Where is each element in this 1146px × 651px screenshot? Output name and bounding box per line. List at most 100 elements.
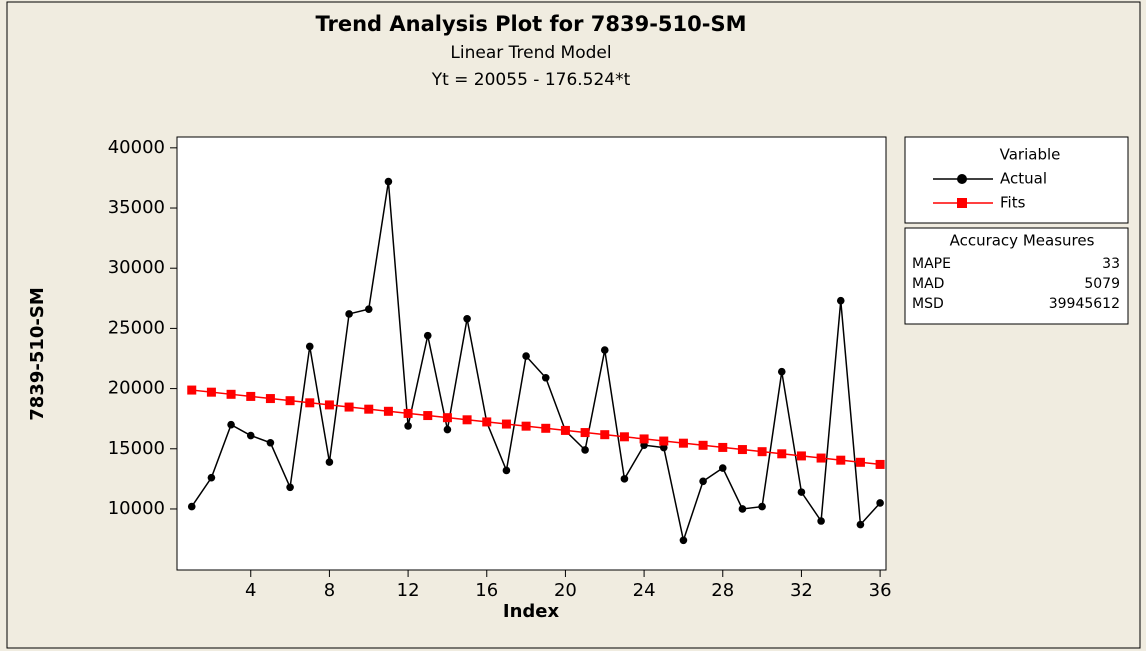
marker: [423, 331, 432, 340]
marker: [206, 387, 216, 397]
marker: [855, 457, 865, 467]
marker: [679, 536, 688, 545]
legend-title: Variable: [1000, 146, 1061, 164]
accuracy-name: MAD: [912, 276, 944, 292]
marker: [482, 417, 492, 427]
y-axis-label: 7839-510-SM: [27, 287, 48, 421]
marker: [501, 419, 511, 429]
equation: Yt = 20055 - 176.524*t: [431, 70, 631, 90]
marker: [462, 415, 472, 425]
marker: [757, 447, 767, 457]
marker: [777, 449, 787, 459]
marker: [718, 442, 728, 452]
marker: [521, 421, 531, 431]
marker: [246, 391, 256, 401]
marker: [423, 411, 433, 421]
legend-marker: [957, 174, 967, 184]
marker: [305, 342, 314, 351]
accuracy-value: 39945612: [1049, 296, 1120, 312]
x-tick-label: 36: [869, 580, 892, 601]
marker: [737, 445, 747, 455]
marker: [187, 385, 197, 395]
marker: [796, 451, 806, 461]
series-line: [191, 181, 881, 544]
marker: [403, 408, 413, 418]
marker: [207, 473, 216, 482]
accuracy-name: MAPE: [912, 256, 951, 272]
marker: [345, 310, 353, 318]
legend-marker: [957, 198, 967, 208]
x-tick-label: 32: [790, 580, 813, 601]
marker: [699, 477, 707, 486]
marker: [502, 466, 511, 475]
x-tick-label: 12: [397, 580, 420, 601]
legend-label: Fits: [1000, 194, 1026, 212]
x-tick-label: 28: [711, 580, 734, 601]
x-axis-label: Index: [503, 601, 560, 622]
accuracy-name: MSD: [912, 296, 944, 312]
marker: [443, 425, 452, 434]
marker: [266, 438, 275, 447]
x-tick-label: 4: [245, 580, 256, 601]
accuracy-title: Accuracy Measures: [950, 232, 1095, 250]
marker: [580, 428, 590, 438]
x-tick-label: 8: [324, 580, 335, 601]
marker: [522, 352, 530, 360]
plot-area: [176, 136, 887, 571]
marker: [286, 483, 294, 492]
marker: [600, 346, 609, 354]
marker: [364, 305, 373, 313]
y-tick-label: 35000: [108, 197, 165, 218]
marker: [738, 505, 747, 513]
marker: [816, 453, 826, 463]
marker: [659, 443, 668, 452]
marker: [246, 431, 255, 440]
marker: [876, 499, 884, 507]
marker: [639, 434, 649, 444]
marker: [265, 394, 275, 404]
marker: [698, 440, 708, 450]
marker: [305, 398, 315, 408]
marker: [325, 458, 334, 466]
marker: [659, 436, 669, 446]
marker: [678, 438, 688, 448]
y-tick-label: 15000: [108, 438, 165, 459]
marker: [541, 423, 551, 433]
marker: [797, 488, 806, 496]
y-tick-label: 25000: [108, 317, 165, 338]
marker: [383, 406, 393, 416]
marker: [344, 402, 354, 412]
y-tick-label: 20000: [108, 378, 165, 399]
x-tick-label: 20: [554, 580, 577, 601]
marker: [463, 314, 471, 323]
y-tick-label: 30000: [108, 257, 165, 278]
marker: [324, 400, 334, 410]
marker: [442, 413, 452, 423]
x-tick-label: 16: [475, 580, 498, 601]
marker: [384, 177, 393, 186]
marker: [856, 520, 865, 529]
marker: [600, 430, 610, 440]
y-tick-label: 40000: [108, 137, 165, 158]
accuracy-value: 5079: [1084, 276, 1120, 292]
marker: [836, 455, 846, 465]
marker: [620, 475, 629, 483]
marker: [560, 425, 570, 435]
marker: [541, 373, 550, 382]
marker: [581, 446, 589, 454]
marker: [777, 367, 786, 376]
marker: [404, 422, 412, 430]
x-tick-label: 24: [633, 580, 656, 601]
marker: [619, 432, 629, 442]
chart-subtitle: Linear Trend Model: [450, 43, 611, 63]
legend-label: Actual: [1000, 170, 1047, 188]
marker: [875, 459, 885, 469]
marker: [364, 404, 374, 414]
marker: [817, 517, 825, 525]
chart-title: Trend Analysis Plot for 7839-510-SM: [315, 12, 746, 36]
accuracy-value: 33: [1102, 256, 1120, 272]
marker: [758, 502, 766, 511]
marker: [285, 396, 295, 406]
